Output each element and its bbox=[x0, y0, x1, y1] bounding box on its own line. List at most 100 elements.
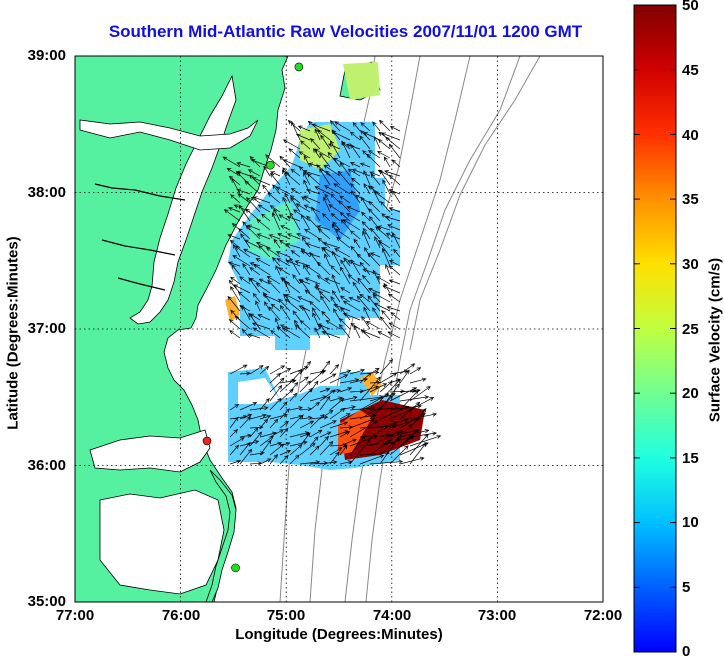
velocity-arrow bbox=[322, 241, 341, 249]
velocity-arrow bbox=[303, 195, 321, 204]
velocity-arrow bbox=[347, 260, 361, 267]
barrier-island bbox=[205, 469, 237, 602]
velocity-arrow bbox=[321, 330, 341, 339]
velocity-arrow bbox=[389, 126, 401, 132]
velocity-arrow bbox=[289, 212, 301, 231]
delaware-bay bbox=[79, 119, 259, 151]
velocity-arrow bbox=[232, 255, 251, 267]
velocity-arrow bbox=[389, 387, 418, 402]
velocity-arrow bbox=[369, 421, 398, 438]
velocity-arrow bbox=[362, 227, 371, 240]
velocity-arrow bbox=[268, 306, 281, 321]
velocity-arrow bbox=[306, 188, 321, 195]
velocity-arrow bbox=[368, 208, 381, 222]
velocity-arrow bbox=[399, 363, 416, 375]
velocity-arrow bbox=[390, 312, 401, 321]
velocity-arrow bbox=[360, 122, 371, 132]
velocity-arrow bbox=[327, 151, 341, 168]
velocity-arrow bbox=[357, 277, 371, 294]
velocity-arrow bbox=[319, 410, 334, 420]
velocity-arrow bbox=[239, 402, 258, 411]
velocity-arrow bbox=[319, 373, 337, 384]
velocity-arrow bbox=[294, 319, 301, 330]
velocity-arrow bbox=[316, 225, 331, 231]
velocity-arrow bbox=[266, 275, 281, 285]
velocity-arrow bbox=[256, 218, 271, 231]
velocity-arrow bbox=[379, 169, 391, 186]
velocity-arrow bbox=[319, 360, 331, 375]
velocity-arrow bbox=[222, 156, 241, 168]
velocity-arrow bbox=[239, 416, 251, 429]
velocity-arrow bbox=[323, 196, 331, 213]
velocity-arrow bbox=[309, 445, 320, 456]
velocity-arrow bbox=[380, 201, 391, 213]
x-axis-label: Longitude (Degrees:Minutes) bbox=[235, 626, 443, 643]
velocity-arrow bbox=[289, 392, 298, 402]
velocity-arrow bbox=[372, 307, 381, 321]
velocity-arrow bbox=[289, 440, 308, 447]
velocity-arrow bbox=[303, 171, 311, 186]
velocity-arrow bbox=[228, 279, 241, 294]
velocity-arrow bbox=[329, 397, 345, 411]
velocity-arrow bbox=[376, 276, 391, 285]
velocity-arrow bbox=[340, 287, 351, 294]
velocity-arrow bbox=[409, 434, 442, 447]
velocity-arrow bbox=[330, 193, 341, 204]
velocity-arrow bbox=[340, 219, 351, 231]
velocity-arrow bbox=[363, 183, 371, 195]
velocity-arrow bbox=[319, 431, 332, 438]
velocity-arrow bbox=[369, 171, 381, 177]
velocity-arrow bbox=[298, 151, 311, 159]
velocity-arrow bbox=[314, 327, 321, 339]
colorbar-tick-label: 25 bbox=[682, 321, 699, 338]
velocity-arrow bbox=[249, 413, 267, 420]
velocity-arrow bbox=[305, 264, 321, 276]
velocity-arrow bbox=[302, 306, 311, 321]
velocity-arrow bbox=[379, 358, 394, 375]
x-tick-label: 74:00 bbox=[372, 607, 412, 624]
velocity-arrow bbox=[389, 389, 406, 394]
velocity-arrow bbox=[304, 289, 321, 303]
velocity-arrow bbox=[369, 252, 381, 258]
velocity-arrow bbox=[335, 228, 351, 240]
velocity-arrow bbox=[350, 190, 361, 204]
velocity-arrow bbox=[288, 148, 301, 159]
velocity-arrow bbox=[306, 215, 321, 231]
velocity-arrow bbox=[249, 267, 261, 276]
velocity-arrow bbox=[270, 172, 281, 186]
station-marker bbox=[266, 160, 275, 170]
velocity-arrow bbox=[239, 276, 251, 285]
velocity-arrow bbox=[350, 183, 361, 195]
velocity-arrow bbox=[299, 420, 315, 429]
velocity-arrow bbox=[332, 221, 341, 231]
velocity-arrow bbox=[319, 435, 329, 447]
velocity-arrow bbox=[297, 296, 311, 303]
velocity-arrow bbox=[377, 139, 391, 150]
velocity-arrow bbox=[322, 247, 341, 258]
velocity-arrow bbox=[303, 155, 311, 168]
velocity-arrow bbox=[330, 265, 341, 276]
colorbar-tick-label: 30 bbox=[682, 256, 699, 273]
velocity-arrow bbox=[230, 276, 241, 285]
velocity-arrow bbox=[249, 365, 264, 375]
velocity-arrow bbox=[249, 155, 261, 168]
velocity-arrow bbox=[319, 420, 337, 429]
velocity-arrow bbox=[399, 442, 429, 456]
velocity-arrow bbox=[321, 213, 331, 222]
velocity-arrow bbox=[279, 388, 294, 402]
velocity-arrow bbox=[269, 453, 278, 465]
velocity-arrow bbox=[319, 460, 338, 465]
velocity-arrow bbox=[367, 150, 381, 159]
velocity-arrow bbox=[247, 224, 261, 231]
velocity-arrow bbox=[282, 327, 301, 339]
velocity-arrow bbox=[279, 368, 292, 375]
velocity-arrow bbox=[374, 136, 381, 150]
velocity-arrow bbox=[270, 171, 281, 177]
velocity-arrow bbox=[279, 427, 289, 438]
velocity-arrow bbox=[387, 224, 401, 231]
colorbar-tick-label: 10 bbox=[682, 514, 699, 531]
velocity-arrow bbox=[284, 171, 301, 186]
velocity-arrow bbox=[388, 207, 401, 213]
velocity-arrow bbox=[223, 209, 241, 222]
velocity-arrow bbox=[234, 315, 251, 330]
